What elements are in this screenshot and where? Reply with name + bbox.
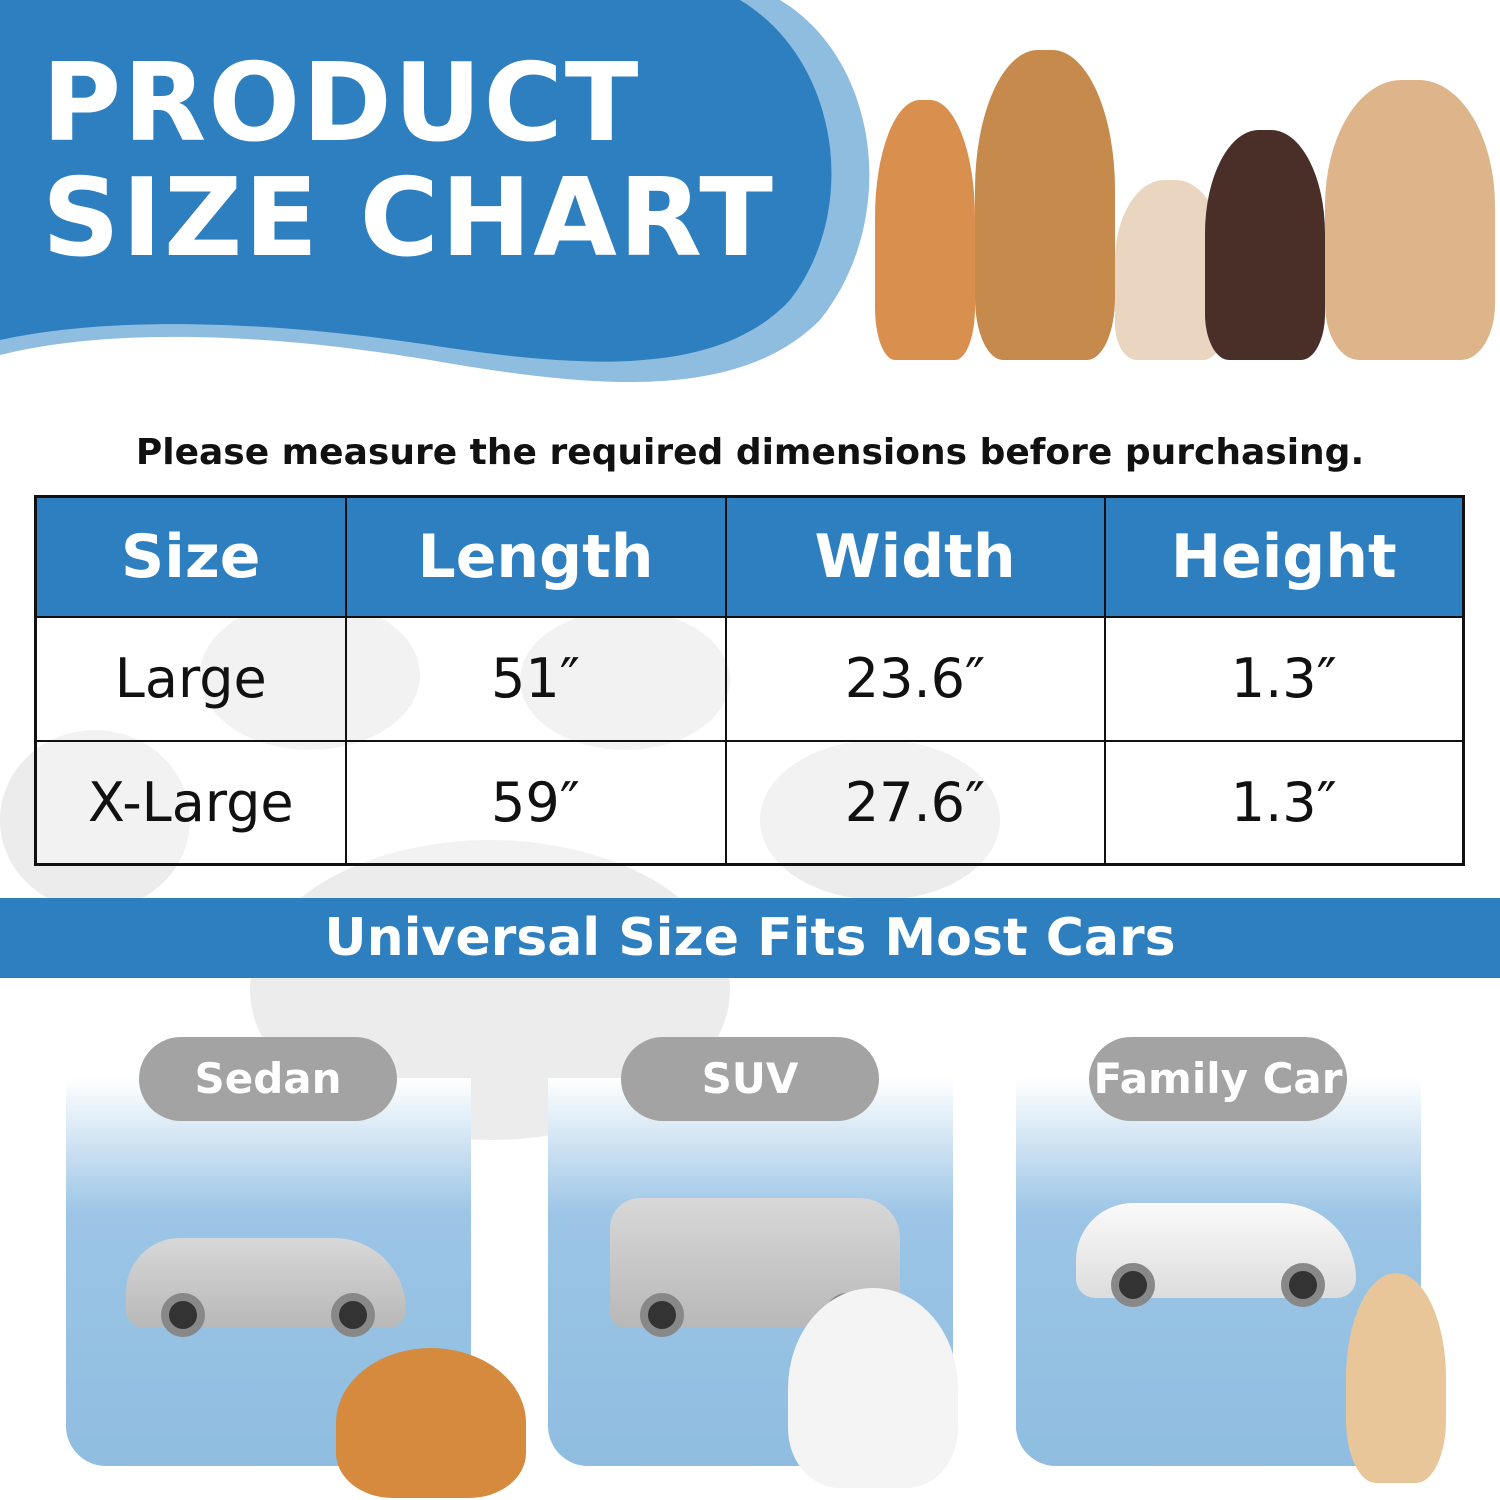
header-size: Size [34,495,347,618]
table-row: Large 51″ 23.6″ 1.3″ [34,616,1464,742]
golden-puppy-image [1346,1273,1446,1483]
samoyed-image [788,1288,958,1488]
sedan-image [126,1238,406,1337]
table-row: X-Large 59″ 27.6″ 1.3″ [34,740,1464,866]
title-line-1: PRODUCT [42,41,641,166]
title-blob [0,0,870,383]
title-line-2: SIZE CHART [42,156,775,281]
label-suv: SUV [621,1037,879,1121]
corgi-image [336,1348,526,1498]
cell-width: 27.6″ [724,740,1105,866]
header-height: Height [1103,495,1465,618]
cell-width: 23.6″ [724,616,1105,742]
cell-height: 1.3″ [1103,740,1464,866]
car-card-family [1016,1078,1446,1483]
cell-length: 51″ [344,616,726,742]
universal-fit-banner: Universal Size Fits Most Cars [0,898,1500,978]
cell-size: X-Large [34,740,346,866]
car-card-suv [548,1078,958,1488]
label-family-car: Family Car [1089,1037,1347,1121]
header-length: Length [344,495,727,618]
cell-length: 59″ [344,740,726,866]
cell-height: 1.3″ [1103,616,1464,742]
table-header-row: Size Length Width Height [34,495,1465,618]
cell-size: Large [34,616,346,742]
family-car-image [1076,1203,1356,1307]
size-table: Size Length Width Height Large 51″ 23.6″… [34,495,1465,866]
pets-photo [870,40,1500,370]
car-card-sedan [66,1078,526,1498]
instruction-text: Please measure the required dimensions b… [135,432,1365,473]
label-sedan: Sedan [139,1037,397,1121]
header-width: Width [724,495,1106,618]
